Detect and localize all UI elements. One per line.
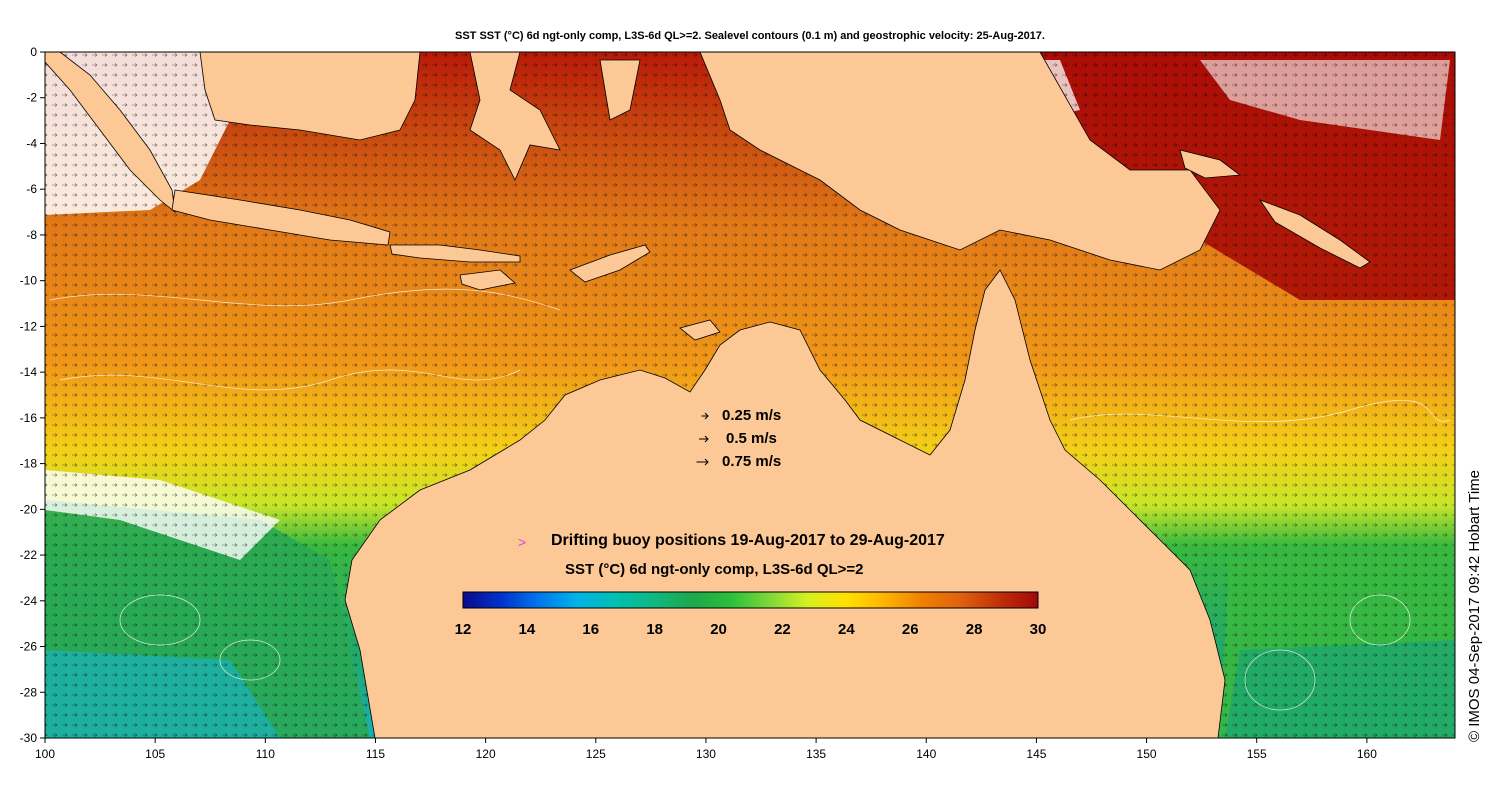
x-tick-label: 100 (35, 747, 55, 761)
velocity-scale-arrow-1 (699, 435, 709, 443)
y-tick-label: -2 (26, 91, 37, 105)
land-australia (344, 269, 1226, 738)
y-tick-label: -16 (20, 411, 38, 425)
velocity-scale-arrows (696, 412, 709, 466)
x-tick-label: 120 (476, 747, 496, 761)
land-halmahera (599, 59, 641, 121)
x-tick-label: 150 (1137, 747, 1157, 761)
y-tick-label: -30 (20, 731, 38, 745)
land-timor (569, 244, 651, 283)
land-melville-island (679, 319, 721, 341)
x-tick-label: 105 (145, 747, 165, 761)
colorbar (462, 591, 1039, 609)
y-axis: 0 -2 -4 -6 -8 -10 -12 -14 -16 -18 -20 -22 -24 -26 -28 -… (20, 45, 45, 745)
x-axis: 100 105 110 115 120 125 130 135 140 145 150 155 160 (35, 738, 1377, 761)
x-tick-label: 115 (366, 747, 385, 761)
x-tick-label: 155 (1247, 747, 1267, 761)
colorbar-title: SST (°C) 6d ngt-only comp, L3S-6d QL>=2 (565, 561, 864, 578)
colorbar-tick-label: 26 (902, 621, 919, 638)
land-new-britain (1179, 149, 1242, 179)
colorbar-tick-label: 12 (455, 621, 472, 638)
x-tick-label: 160 (1357, 747, 1377, 761)
velocity-scale-arrow-0 (701, 412, 709, 420)
land-lesser-sunda (389, 244, 521, 263)
colorbar-tick-label: 30 (1030, 621, 1047, 638)
land-sumatra (45, 52, 176, 213)
x-tick-label: 145 (1026, 747, 1046, 761)
colorbar-tick-label: 22 (774, 621, 791, 638)
colorbar-ticks: 12 14 16 18 20 22 24 26 28 30 (455, 621, 1047, 638)
x-tick-label: 130 (696, 747, 716, 761)
x-tick-label: 140 (916, 747, 936, 761)
y-tick-label: 0 (30, 45, 37, 59)
plot-area (45, 52, 1455, 738)
velocity-label-0: 0.25 m/s (722, 407, 782, 424)
y-tick-label: -22 (20, 548, 38, 562)
colorbar-tick-label: 14 (519, 621, 536, 638)
colorbar-tick-label: 28 (966, 621, 983, 638)
x-tick-label: 125 (586, 747, 606, 761)
land-java (171, 189, 391, 246)
land-new-guinea (699, 52, 1221, 271)
land-sumba (459, 269, 516, 291)
y-tick-label: -10 (20, 274, 38, 288)
y-tick-label: -20 (20, 502, 38, 516)
land (45, 52, 1371, 738)
velocity-label-1: 0.5 m/s (726, 430, 777, 447)
velocity-scale-arrow-2 (696, 458, 709, 466)
y-tick-label: -6 (26, 182, 37, 196)
colorbar-tick-label: 18 (646, 621, 663, 638)
plot-frame (44, 51, 1456, 739)
buoy-legend-label: Drifting buoy positions 19-Aug-2017 to 2… (551, 532, 945, 549)
y-tick-label: -24 (20, 594, 38, 608)
y-tick-label: -14 (20, 365, 38, 379)
sealevel-contours (49, 288, 1451, 711)
imos-credit: © IMOS 04-Sep-2017 09:42 Hobart Time (1466, 469, 1483, 742)
y-tick-label: -26 (20, 640, 38, 654)
velocity-label-2: 0.75 m/s (722, 453, 782, 470)
x-tick-label: 135 (806, 747, 826, 761)
land-solomon-islands (1258, 199, 1371, 269)
map-title: SST SST (°C) 6d ngt-only comp, L3S-6d QL… (455, 30, 1045, 42)
y-tick-label: -18 (20, 457, 38, 471)
colorbar-tick-label: 16 (582, 621, 599, 638)
x-tick-label: 110 (256, 747, 275, 761)
buoy-symbol: > (518, 534, 526, 550)
colorbar-tick-label: 24 (838, 621, 855, 638)
y-tick-label: -28 (20, 685, 38, 699)
land-borneo (199, 52, 421, 141)
land-sulawesi (469, 52, 561, 181)
y-tick-label: -8 (26, 228, 37, 242)
colorbar-tick-label: 20 (710, 621, 727, 638)
y-tick-label: -12 (20, 319, 38, 333)
y-tick-label: -4 (26, 136, 37, 150)
